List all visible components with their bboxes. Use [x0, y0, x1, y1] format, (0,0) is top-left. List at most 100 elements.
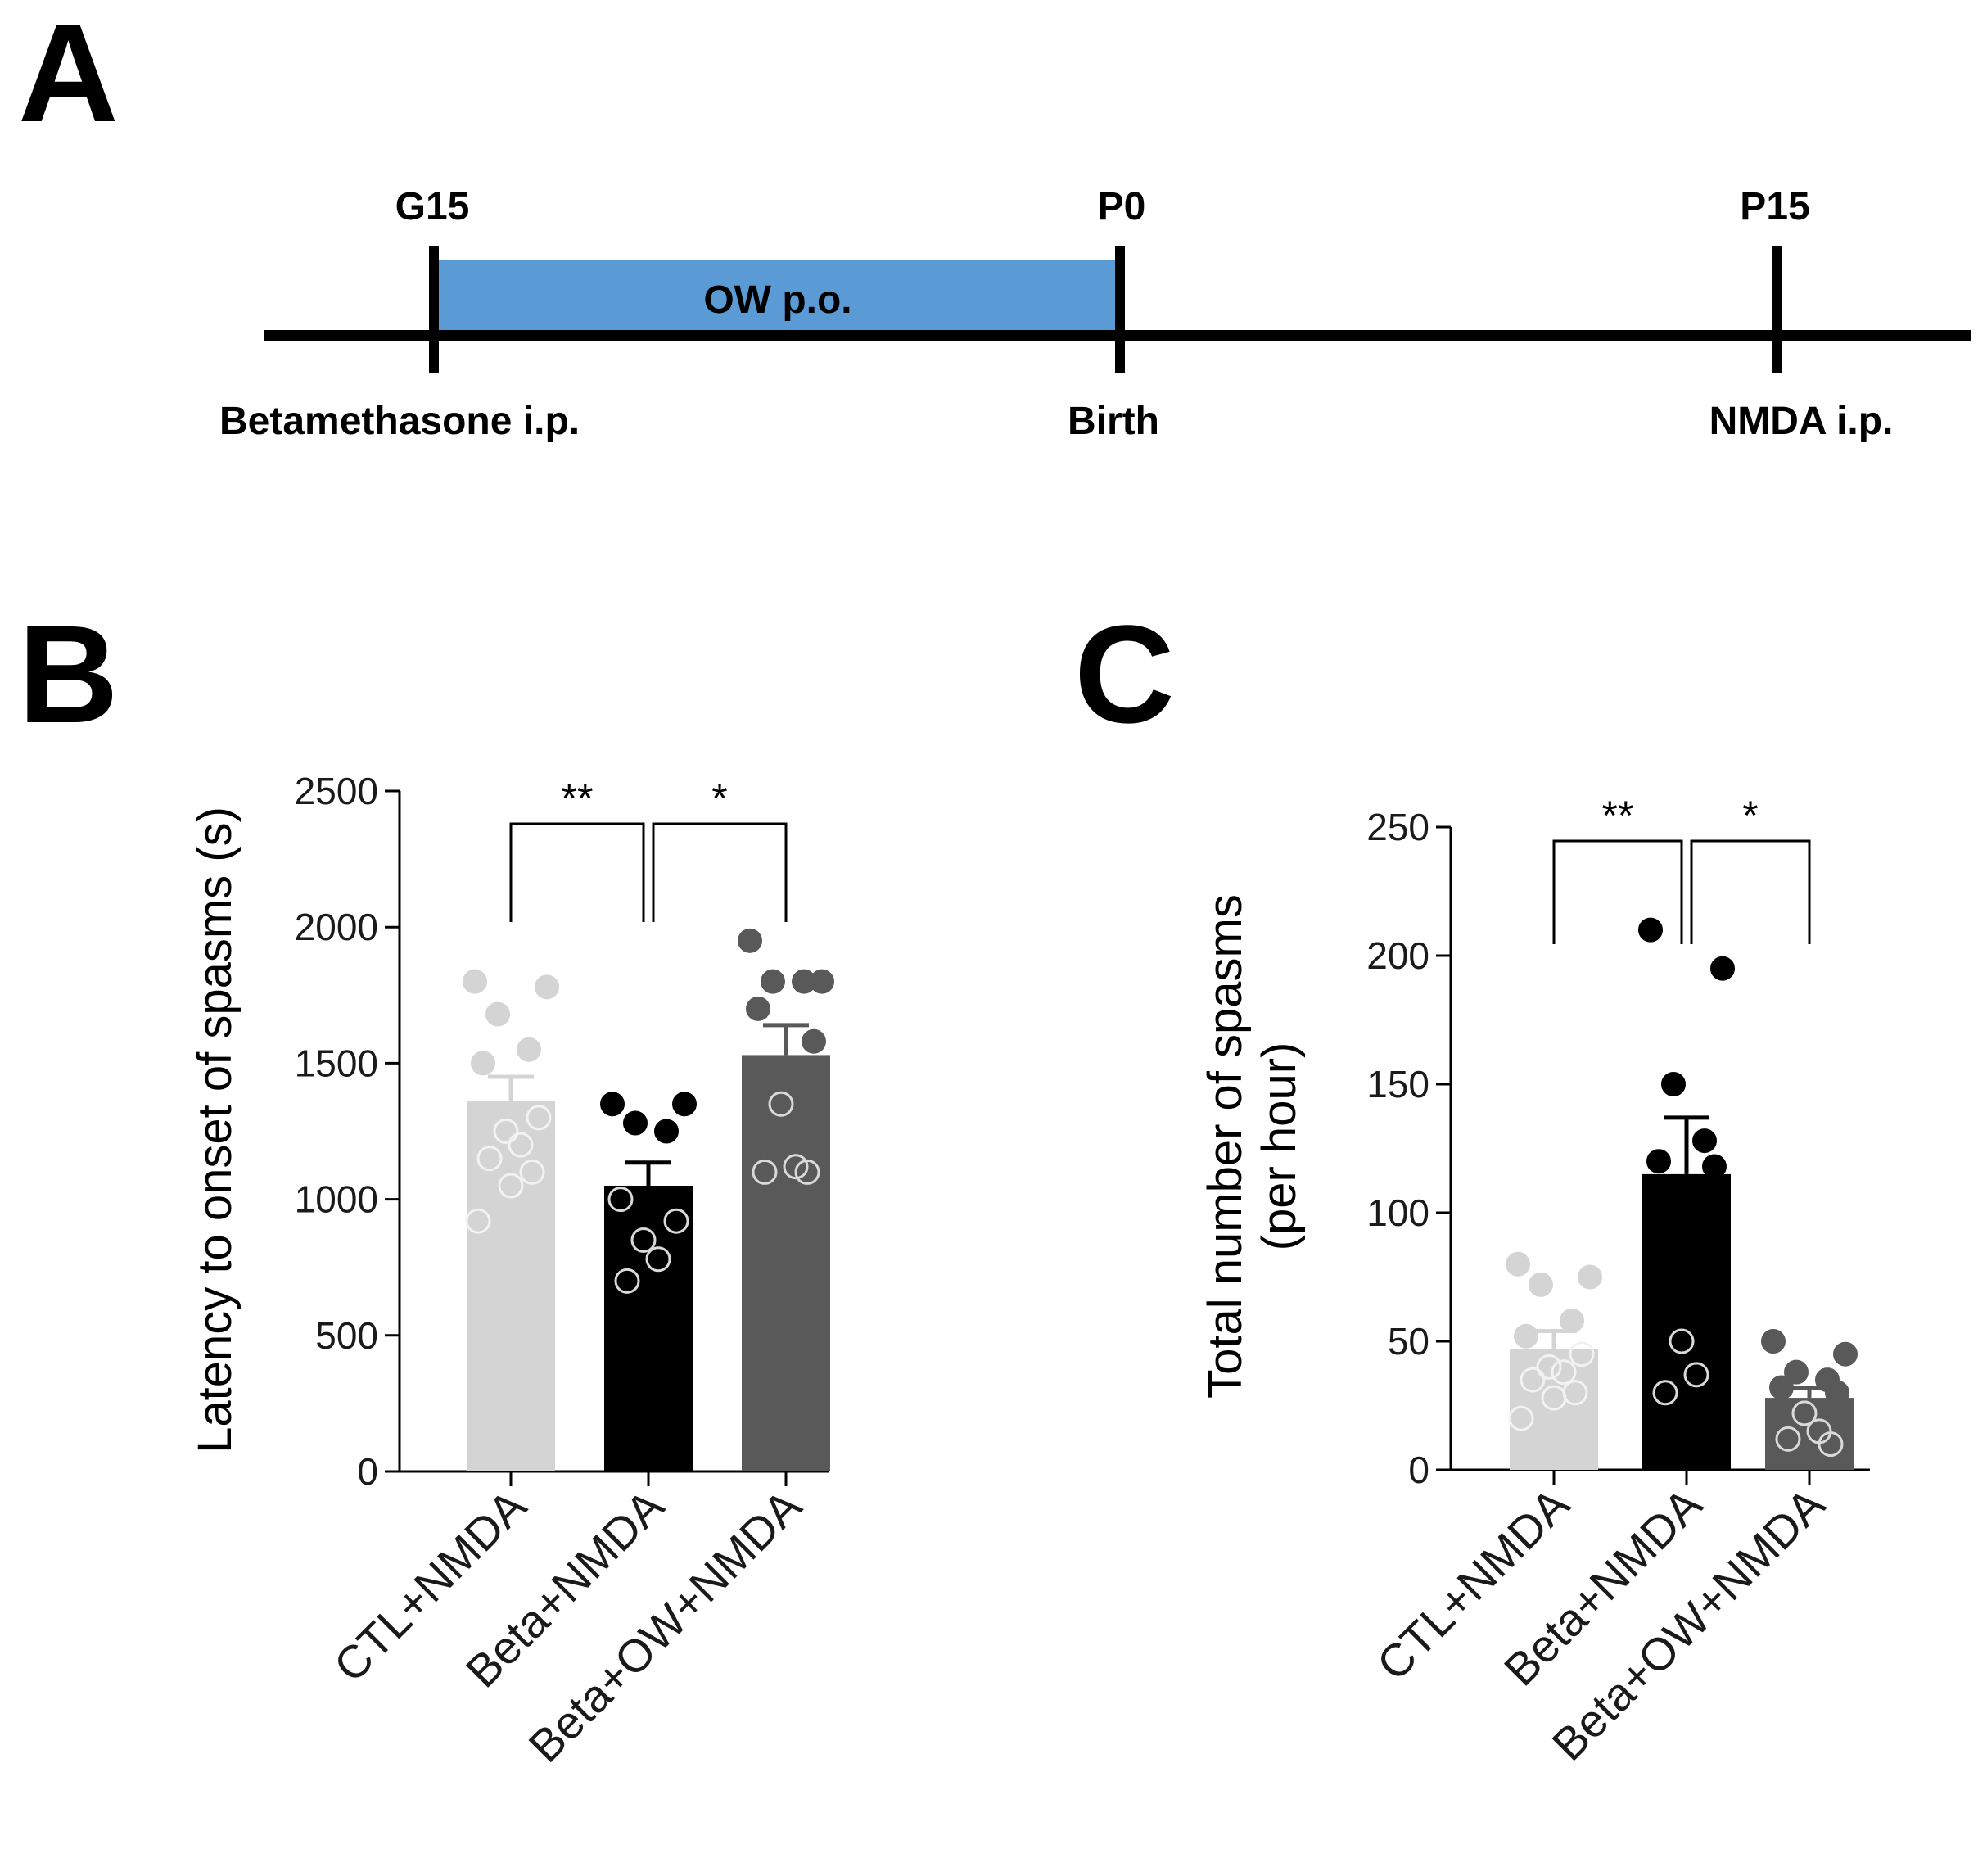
chart-c-data-point	[1791, 1400, 1818, 1426]
chart-c-data-point	[1710, 956, 1735, 981]
chart-b-y-axis-title: Latency to onset of spasms (s)	[188, 807, 242, 1453]
chart-b-y-tick-label: 0	[357, 1450, 378, 1493]
panel-label-a: A	[18, 0, 119, 151]
chart-b-data-point	[471, 1051, 495, 1076]
label-nmda: NMDA i.p.	[1709, 400, 1894, 443]
chart-c-y-tick-label: 200	[1366, 934, 1429, 977]
chart-b-data-point	[463, 969, 487, 994]
ow-treatment-bar	[436, 260, 1120, 332]
chart-b-y-tick-label: 2000	[295, 906, 378, 948]
label-birth: Birth	[1068, 400, 1159, 443]
timeline: OW p.o. G15 P0 P15 Betamethasone i.p. Bi…	[219, 185, 1971, 443]
chart-b-y-tick-label: 1500	[295, 1042, 378, 1084]
chart-b-significance-label: **	[562, 775, 594, 821]
chart-b-data-point	[792, 969, 816, 994]
chart-c-data-point	[1569, 1341, 1595, 1367]
chart-b-data-point	[600, 1092, 625, 1117]
chart-b-data-point	[738, 928, 762, 953]
chart-c-y-axis-title: Total number of spasms	[1199, 894, 1252, 1399]
chart-c-data-point	[1652, 1380, 1678, 1406]
chart-b-data-point	[493, 1119, 519, 1144]
chart-b-data-point	[768, 1091, 794, 1117]
chart-c-significance-bracket	[1552, 839, 1683, 944]
chart-c-data-point	[1825, 1380, 1849, 1405]
chart-c-data-point	[1506, 1251, 1530, 1277]
chart-b-y-tick-label: 500	[315, 1314, 378, 1357]
chart-b-data-point	[623, 1110, 648, 1136]
chart-c-data-point	[1683, 1362, 1709, 1388]
chart-c-bar-3	[1765, 1398, 1854, 1470]
chart-c-data-point	[1508, 1405, 1534, 1431]
chart-c-data-point	[1784, 1359, 1809, 1385]
chart-b-data-point	[614, 1268, 640, 1294]
chart-b-data-point	[663, 1208, 689, 1234]
chart-b-data-point	[630, 1227, 657, 1253]
label-betamethasone: Betamethasone i.p.	[219, 400, 580, 443]
chart-c-data-point	[1551, 1359, 1577, 1386]
chart-c-data-point	[1661, 1072, 1686, 1096]
chart-b-data-point	[645, 1246, 671, 1273]
chart-c-y-axis-title: (per hour)	[1253, 1042, 1306, 1251]
chart-c-data-point	[1769, 1375, 1794, 1400]
chart-c-significance-bracket	[1690, 839, 1811, 944]
label-p15: P15	[1740, 185, 1809, 228]
chart-c-significance-label: *	[1742, 793, 1758, 839]
chart-c-data-point	[1638, 917, 1663, 943]
chart-b-data-point	[517, 1037, 541, 1062]
chart-b-data-point	[485, 1001, 510, 1027]
chart-b-data-point	[672, 1092, 697, 1117]
chart-c-y-tick-label: 50	[1388, 1320, 1429, 1363]
ow-treatment-label: OW p.o.	[703, 278, 851, 322]
chart-c-data-point	[1669, 1328, 1695, 1354]
chart-c-y-tick-label: 150	[1366, 1063, 1429, 1105]
chart-b-y-tick-label: 1000	[295, 1178, 378, 1221]
chart-b-data-point	[465, 1208, 491, 1234]
chart-c-bar-2	[1642, 1173, 1731, 1470]
chart-b-data-point	[752, 1159, 778, 1185]
label-p0: P0	[1098, 185, 1146, 228]
chart-c-y-tick-label: 0	[1408, 1449, 1429, 1491]
chart-c-data-point	[1529, 1272, 1553, 1297]
chart-c-y-tick-label: 100	[1366, 1191, 1429, 1234]
chart-c-significance-label: **	[1602, 793, 1634, 839]
chart-b-significance-label: *	[711, 775, 727, 821]
chart-c: 0 50 100 150 200 250 Total number of spasms (pe…	[1199, 793, 1870, 1770]
chart-c-data-point	[1775, 1426, 1801, 1452]
chart-c-data-point	[1646, 1149, 1671, 1174]
chart-c-data-point	[1702, 1154, 1727, 1179]
chart-b-data-point	[761, 969, 785, 994]
chart-b-significance-bracket	[652, 822, 788, 922]
chart-c-y-tick-label: 250	[1366, 806, 1429, 848]
chart-b-data-point	[802, 1028, 826, 1054]
chart-b-data-point	[526, 1105, 552, 1131]
panel-label-b: B	[18, 597, 119, 753]
chart-c-data-point	[1818, 1431, 1844, 1458]
chart-c-data-point	[1514, 1323, 1538, 1349]
chart-b-data-point	[794, 1159, 820, 1185]
chart-b-y-tick-label: 2500	[295, 770, 378, 812]
chart-c-data-point	[1536, 1354, 1562, 1380]
chart-b-data-point	[508, 1132, 534, 1158]
chart-c-data-point	[1761, 1329, 1786, 1354]
chart-b-data-point	[498, 1173, 524, 1199]
chart-b-data-point	[535, 974, 559, 1000]
chart-b: 0 500 1000 1500 2000 2500 Latency to onset of …	[188, 770, 834, 1772]
chart-b-data-point	[519, 1159, 545, 1185]
chart-c-data-point	[1833, 1341, 1858, 1367]
chart-b-bar-3	[742, 1055, 830, 1471]
chart-b-bar-1	[467, 1101, 555, 1471]
chart-c-data-point	[1692, 1128, 1717, 1154]
chart-b-data-point	[654, 1119, 679, 1144]
chart-b-data-point	[476, 1146, 503, 1172]
panel-label-c: C	[1074, 597, 1175, 753]
chart-c-data-point	[1578, 1264, 1602, 1290]
chart-b-data-point	[783, 1154, 809, 1180]
chart-b-data-point	[746, 996, 770, 1021]
chart-c-data-point	[1520, 1367, 1546, 1393]
chart-b-data-point	[607, 1187, 634, 1213]
chart-c-data-point	[1541, 1385, 1567, 1411]
label-g15: G15	[395, 185, 470, 228]
chart-b-significance-bracket	[509, 822, 645, 922]
chart-c-data-point	[1560, 1308, 1584, 1333]
